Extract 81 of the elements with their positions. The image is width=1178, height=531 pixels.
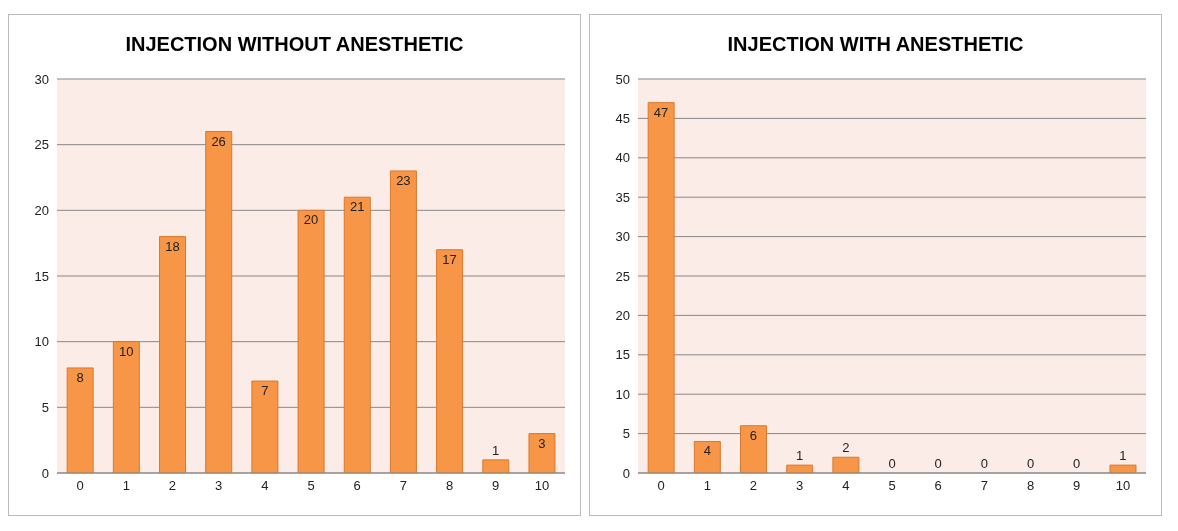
y-tick-label: 25 [34, 137, 49, 153]
x-tick-label: 0 [76, 478, 84, 494]
data-label: 1 [492, 442, 500, 458]
data-label: 0 [1026, 456, 1035, 471]
x-tick-label: 5 [888, 478, 896, 494]
data-label: 47 [653, 104, 669, 120]
data-label: 26 [211, 133, 226, 149]
bar [112, 341, 140, 473]
y-tick-label: 30 [615, 229, 630, 245]
bar [832, 456, 860, 473]
y-tick-label: 20 [34, 202, 49, 218]
x-tick-label: 7 [980, 478, 988, 494]
bar [482, 459, 510, 473]
bar [693, 440, 721, 473]
y-tick-label: 5 [622, 426, 630, 442]
data-label: 21 [349, 199, 365, 215]
data-label: 1 [796, 448, 804, 464]
bar [159, 236, 187, 473]
data-label: 2 [842, 440, 850, 456]
bar [297, 209, 325, 473]
y-tick-label: 30 [34, 71, 49, 87]
data-label: 6 [749, 427, 758, 443]
x-tick-label: 1 [122, 478, 130, 494]
bar [66, 367, 94, 473]
data-label: 7 [261, 383, 269, 399]
data-label: 4 [703, 443, 711, 459]
x-tick-label: 9 [1073, 478, 1081, 494]
y-tick-label: 0 [41, 465, 49, 481]
bar [647, 102, 675, 473]
y-tick-label: 20 [615, 308, 630, 324]
x-tick-label: 3 [215, 478, 223, 494]
bar [740, 425, 768, 473]
y-tick-label: 5 [41, 399, 49, 415]
y-tick-label: 10 [615, 386, 630, 402]
data-label: 3 [538, 435, 546, 451]
data-label: 0 [980, 456, 988, 471]
x-tick-label: 7 [399, 478, 407, 494]
y-tick-label: 25 [615, 268, 630, 284]
y-tick-label: 40 [615, 150, 630, 166]
chart-title: INJECTION WITHOUT ANESTHETIC [124, 33, 465, 57]
y-tick-label: 0 [622, 465, 630, 481]
bar [251, 380, 279, 473]
chart-title: INJECTION WITH ANESTHETIC [726, 33, 1025, 57]
x-tick-label: 2 [168, 478, 177, 494]
data-label: 0 [888, 456, 896, 471]
data-label: 1 [1119, 448, 1127, 464]
x-tick-label: 3 [796, 478, 804, 494]
data-label: 0 [934, 456, 942, 471]
y-tick-label: 15 [34, 268, 49, 284]
bar [1109, 464, 1137, 473]
x-tick-label: 6 [353, 478, 361, 494]
x-tick-label: 4 [842, 478, 850, 494]
bar [343, 196, 371, 473]
y-tick-label: 45 [615, 111, 630, 127]
x-tick-label: 10 [534, 478, 550, 494]
data-label: 8 [76, 369, 84, 385]
data-label: 0 [1073, 456, 1081, 471]
bar [786, 464, 814, 473]
data-label: 18 [165, 238, 180, 254]
x-tick-label: 2 [749, 478, 758, 494]
bar [389, 170, 417, 473]
data-label: 17 [442, 251, 457, 267]
data-label: 23 [396, 172, 411, 188]
x-tick-label: 9 [492, 478, 500, 494]
x-tick-label: 8 [445, 478, 454, 494]
x-tick-label: 8 [1026, 478, 1035, 494]
bar [205, 131, 233, 473]
y-tick-label: 35 [615, 189, 630, 205]
y-tick-label: 50 [615, 71, 630, 87]
x-tick-label: 10 [1115, 478, 1131, 494]
y-tick-label: 15 [615, 347, 630, 363]
x-tick-label: 4 [261, 478, 269, 494]
x-tick-label: 6 [934, 478, 942, 494]
bar [436, 249, 464, 473]
x-tick-label: 5 [307, 478, 315, 494]
x-tick-label: 0 [657, 478, 665, 494]
x-tick-label: 1 [703, 478, 711, 494]
data-label: 20 [303, 212, 319, 228]
bar [528, 433, 556, 473]
y-tick-label: 10 [34, 334, 49, 350]
data-label: 10 [119, 343, 134, 359]
